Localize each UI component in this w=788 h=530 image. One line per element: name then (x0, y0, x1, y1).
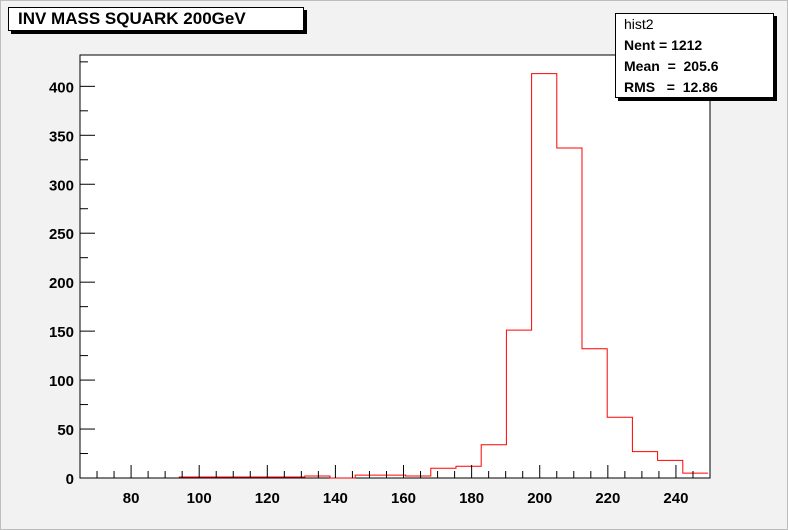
plot-frame (79, 54, 711, 479)
chart-title: INV MASS SQUARK 200GeV (18, 9, 246, 28)
stats-mean: Mean = 205.6 (624, 58, 719, 74)
x-tick-label: 200 (527, 490, 552, 507)
y-tick-label: 300 (49, 177, 74, 194)
stats-histogram-name: hist2 (624, 16, 654, 32)
x-tick-label: 80 (123, 490, 140, 507)
x-tick-label: 160 (391, 490, 416, 507)
y-tick-label: 150 (49, 324, 74, 341)
x-tick-label: 140 (323, 490, 348, 507)
y-axis: 0 50 100 150 200 250 300 350 400 (49, 61, 95, 488)
y-tick-label: 100 (49, 373, 74, 390)
x-tick-label: 220 (595, 490, 620, 507)
y-tick-label: 250 (49, 226, 74, 243)
x-tick-label: 100 (187, 490, 212, 507)
x-tick-label: 180 (459, 490, 484, 507)
x-tick-label: 240 (663, 490, 688, 507)
stats-rms: RMS = 12.86 (624, 79, 718, 95)
histogram-line (178, 73, 708, 479)
stats-entries: Nent = 1212 (624, 37, 703, 53)
y-tick-label: 50 (57, 422, 74, 439)
y-tick-label: 0 (66, 471, 74, 488)
x-tick-label: 120 (255, 490, 280, 507)
x-axis: 80 100 120 140 160 180 200 220 240 (79, 465, 711, 507)
y-tick-label: 200 (49, 275, 74, 292)
stats-box: hist2 Nent = 1212 Mean = 205.6 RMS = 12.… (615, 13, 774, 98)
y-tick-label: 400 (49, 79, 74, 96)
y-tick-label: 350 (49, 128, 74, 145)
title-box: INV MASS SQUARK 200GeV (8, 7, 304, 31)
